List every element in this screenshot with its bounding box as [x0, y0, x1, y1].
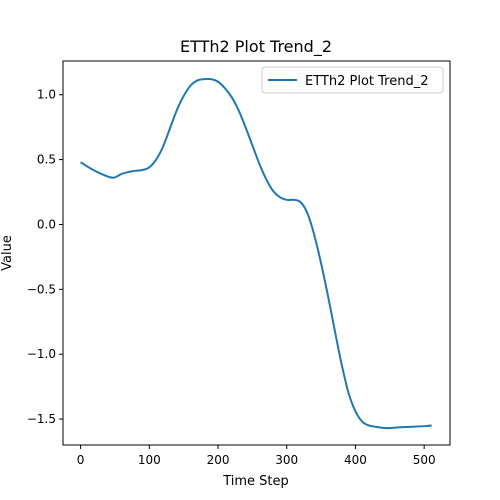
y-axis-label: Value: [0, 235, 15, 271]
legend-label: ETTh2 Plot Trend_2: [305, 74, 429, 89]
series-line-0: [80, 77, 432, 430]
y-tick-label: −0.5: [27, 282, 56, 296]
legend: ETTh2 Plot Trend_2: [261, 66, 444, 94]
x-tick-label: 500: [413, 453, 436, 467]
x-tick-label: 100: [138, 453, 161, 467]
x-tick-label: 0: [77, 453, 85, 467]
y-tick-label: −1.0: [27, 347, 56, 361]
x-tick-label: 300: [275, 453, 298, 467]
plot-area-frame: [62, 60, 451, 446]
x-axis-label: Time Step: [222, 474, 289, 489]
chart-title: ETTh2 Plot Trend_2: [180, 37, 332, 57]
y-axis-ticks: −1.5 −1.0 −0.5 0.0 0.5 1.0: [27, 88, 63, 426]
x-tick-label: 400: [344, 453, 367, 467]
legend-box: [261, 66, 444, 94]
x-axis-ticks: 0 100 200 300 400 500: [77, 445, 436, 467]
y-tick-label: 0.0: [37, 217, 56, 231]
y-tick-label: 1.0: [37, 88, 56, 102]
series-layer: [80, 77, 432, 430]
y-tick-label: −1.5: [27, 412, 56, 426]
y-tick-label: 0.5: [37, 153, 56, 167]
x-tick-label: 200: [207, 453, 230, 467]
